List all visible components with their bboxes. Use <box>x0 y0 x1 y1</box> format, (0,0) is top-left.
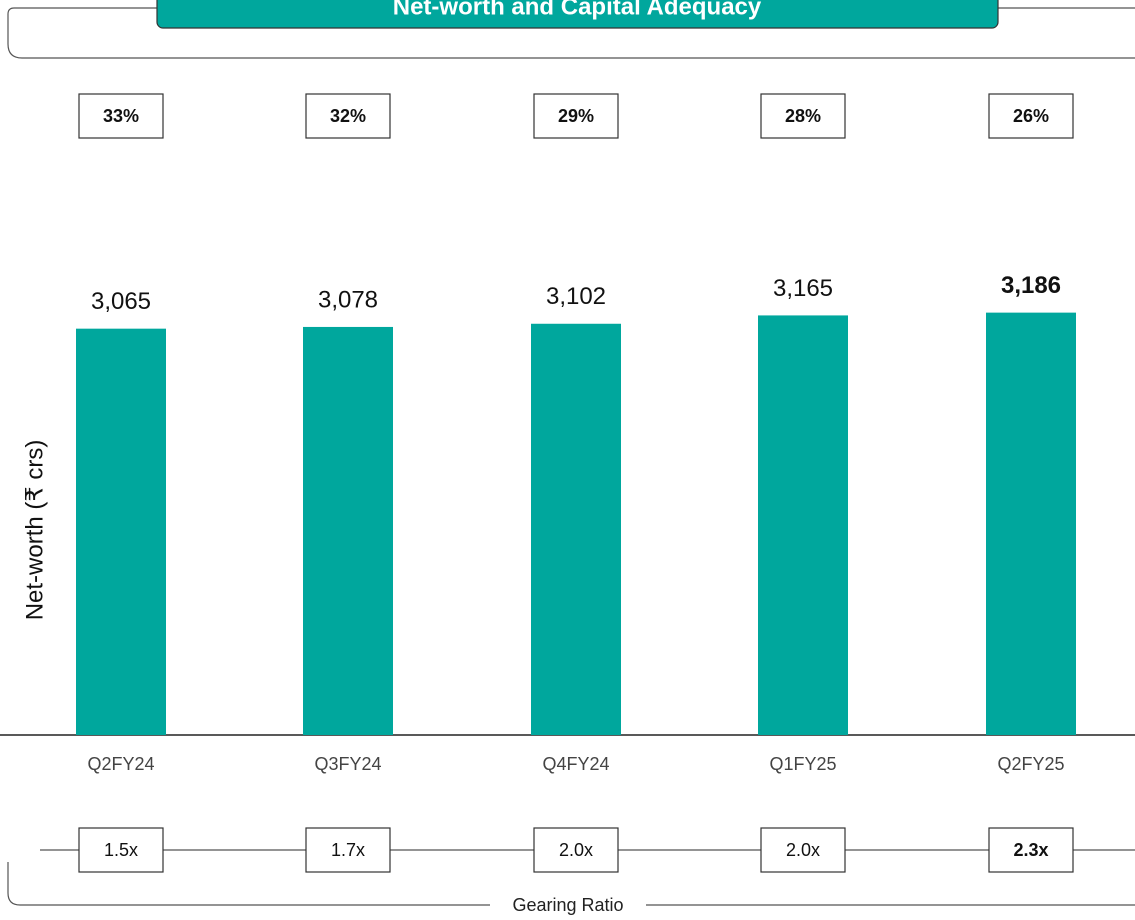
capital-adequacy-box <box>78 93 164 139</box>
gearing-box <box>988 827 1074 873</box>
capital-adequacy-label: 26% <box>1013 106 1049 126</box>
capital-adequacy-label: 33% <box>103 106 139 126</box>
gearing-value-label: 2.3x <box>1013 840 1048 860</box>
x-tick-label: Q2FY25 <box>997 754 1064 774</box>
gearing-box <box>78 827 164 873</box>
bar <box>303 326 393 735</box>
x-tick-label: Q1FY25 <box>769 754 836 774</box>
x-tick-label: Q3FY24 <box>314 754 381 774</box>
value-label: 3,065 <box>91 288 151 315</box>
bar <box>531 323 621 735</box>
chart-title: Net-worth and Capital Adequacy <box>393 0 762 20</box>
bar <box>986 312 1076 735</box>
gearing-value-label: 2.0x <box>786 840 820 860</box>
capital-adequacy-box <box>988 93 1074 139</box>
bar <box>758 315 848 735</box>
value-label: 3,165 <box>773 275 833 302</box>
capital-adequacy-label: 28% <box>785 106 821 126</box>
capital-adequacy-box <box>305 93 391 139</box>
gearing-value-label: 1.5x <box>104 840 138 860</box>
gearing-value-label: 1.7x <box>331 840 365 860</box>
gearing-label: Gearing Ratio <box>512 895 623 915</box>
value-label: 3,186 <box>1001 272 1061 299</box>
x-tick-label: Q4FY24 <box>542 754 609 774</box>
title-bracket <box>7 14 1135 59</box>
gearing-box <box>760 827 846 873</box>
gearing-value-label: 2.0x <box>559 840 593 860</box>
gearing-box <box>305 827 391 873</box>
gearing-box <box>533 827 619 873</box>
value-label: 3,102 <box>546 283 606 310</box>
capital-adequacy-label: 32% <box>330 106 366 126</box>
value-label: 3,078 <box>318 286 378 313</box>
title-box <box>156 0 999 29</box>
capital-adequacy-label: 29% <box>558 106 594 126</box>
title-bracket-top <box>7 7 1135 15</box>
y-axis-label: Net-worth (₹ crs) <box>21 440 48 621</box>
x-tick-label: Q2FY24 <box>87 754 154 774</box>
capital-adequacy-box <box>760 93 846 139</box>
capital-adequacy-box <box>533 93 619 139</box>
bar <box>76 328 166 735</box>
